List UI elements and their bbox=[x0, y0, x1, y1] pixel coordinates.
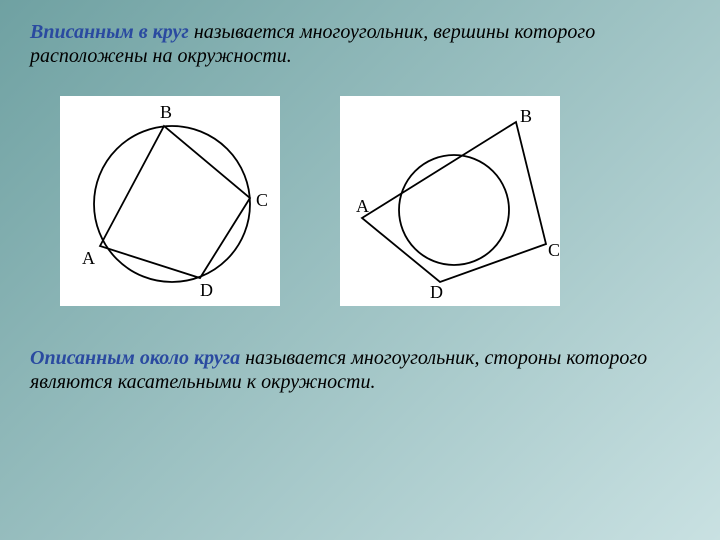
vertex-label-A: A bbox=[356, 196, 369, 216]
definition-inscribed-term: Вписанным в круг bbox=[30, 21, 189, 43]
vertex-label-A: A bbox=[82, 248, 95, 268]
definition-circumscribed-term: Описанным около круга bbox=[30, 347, 240, 369]
vertex-label-D: D bbox=[200, 280, 213, 300]
vertex-label-C: C bbox=[256, 190, 268, 210]
figures-row: A B C D A B C D bbox=[60, 96, 690, 306]
figure-circumscribed-polygon: A B C D bbox=[340, 96, 560, 306]
slide-root: Вписанным в круг называется многоугольни… bbox=[0, 0, 720, 540]
definition-inscribed: Вписанным в круг называется многоугольни… bbox=[30, 20, 690, 68]
figure-inscribed-polygon: A B C D bbox=[60, 96, 280, 306]
vertex-label-D: D bbox=[430, 282, 443, 302]
definition-circumscribed: Описанным около круга называется многоуг… bbox=[30, 346, 690, 394]
vertex-label-C: C bbox=[548, 240, 560, 260]
vertex-label-B: B bbox=[160, 102, 172, 122]
vertex-label-B: B bbox=[520, 106, 532, 126]
